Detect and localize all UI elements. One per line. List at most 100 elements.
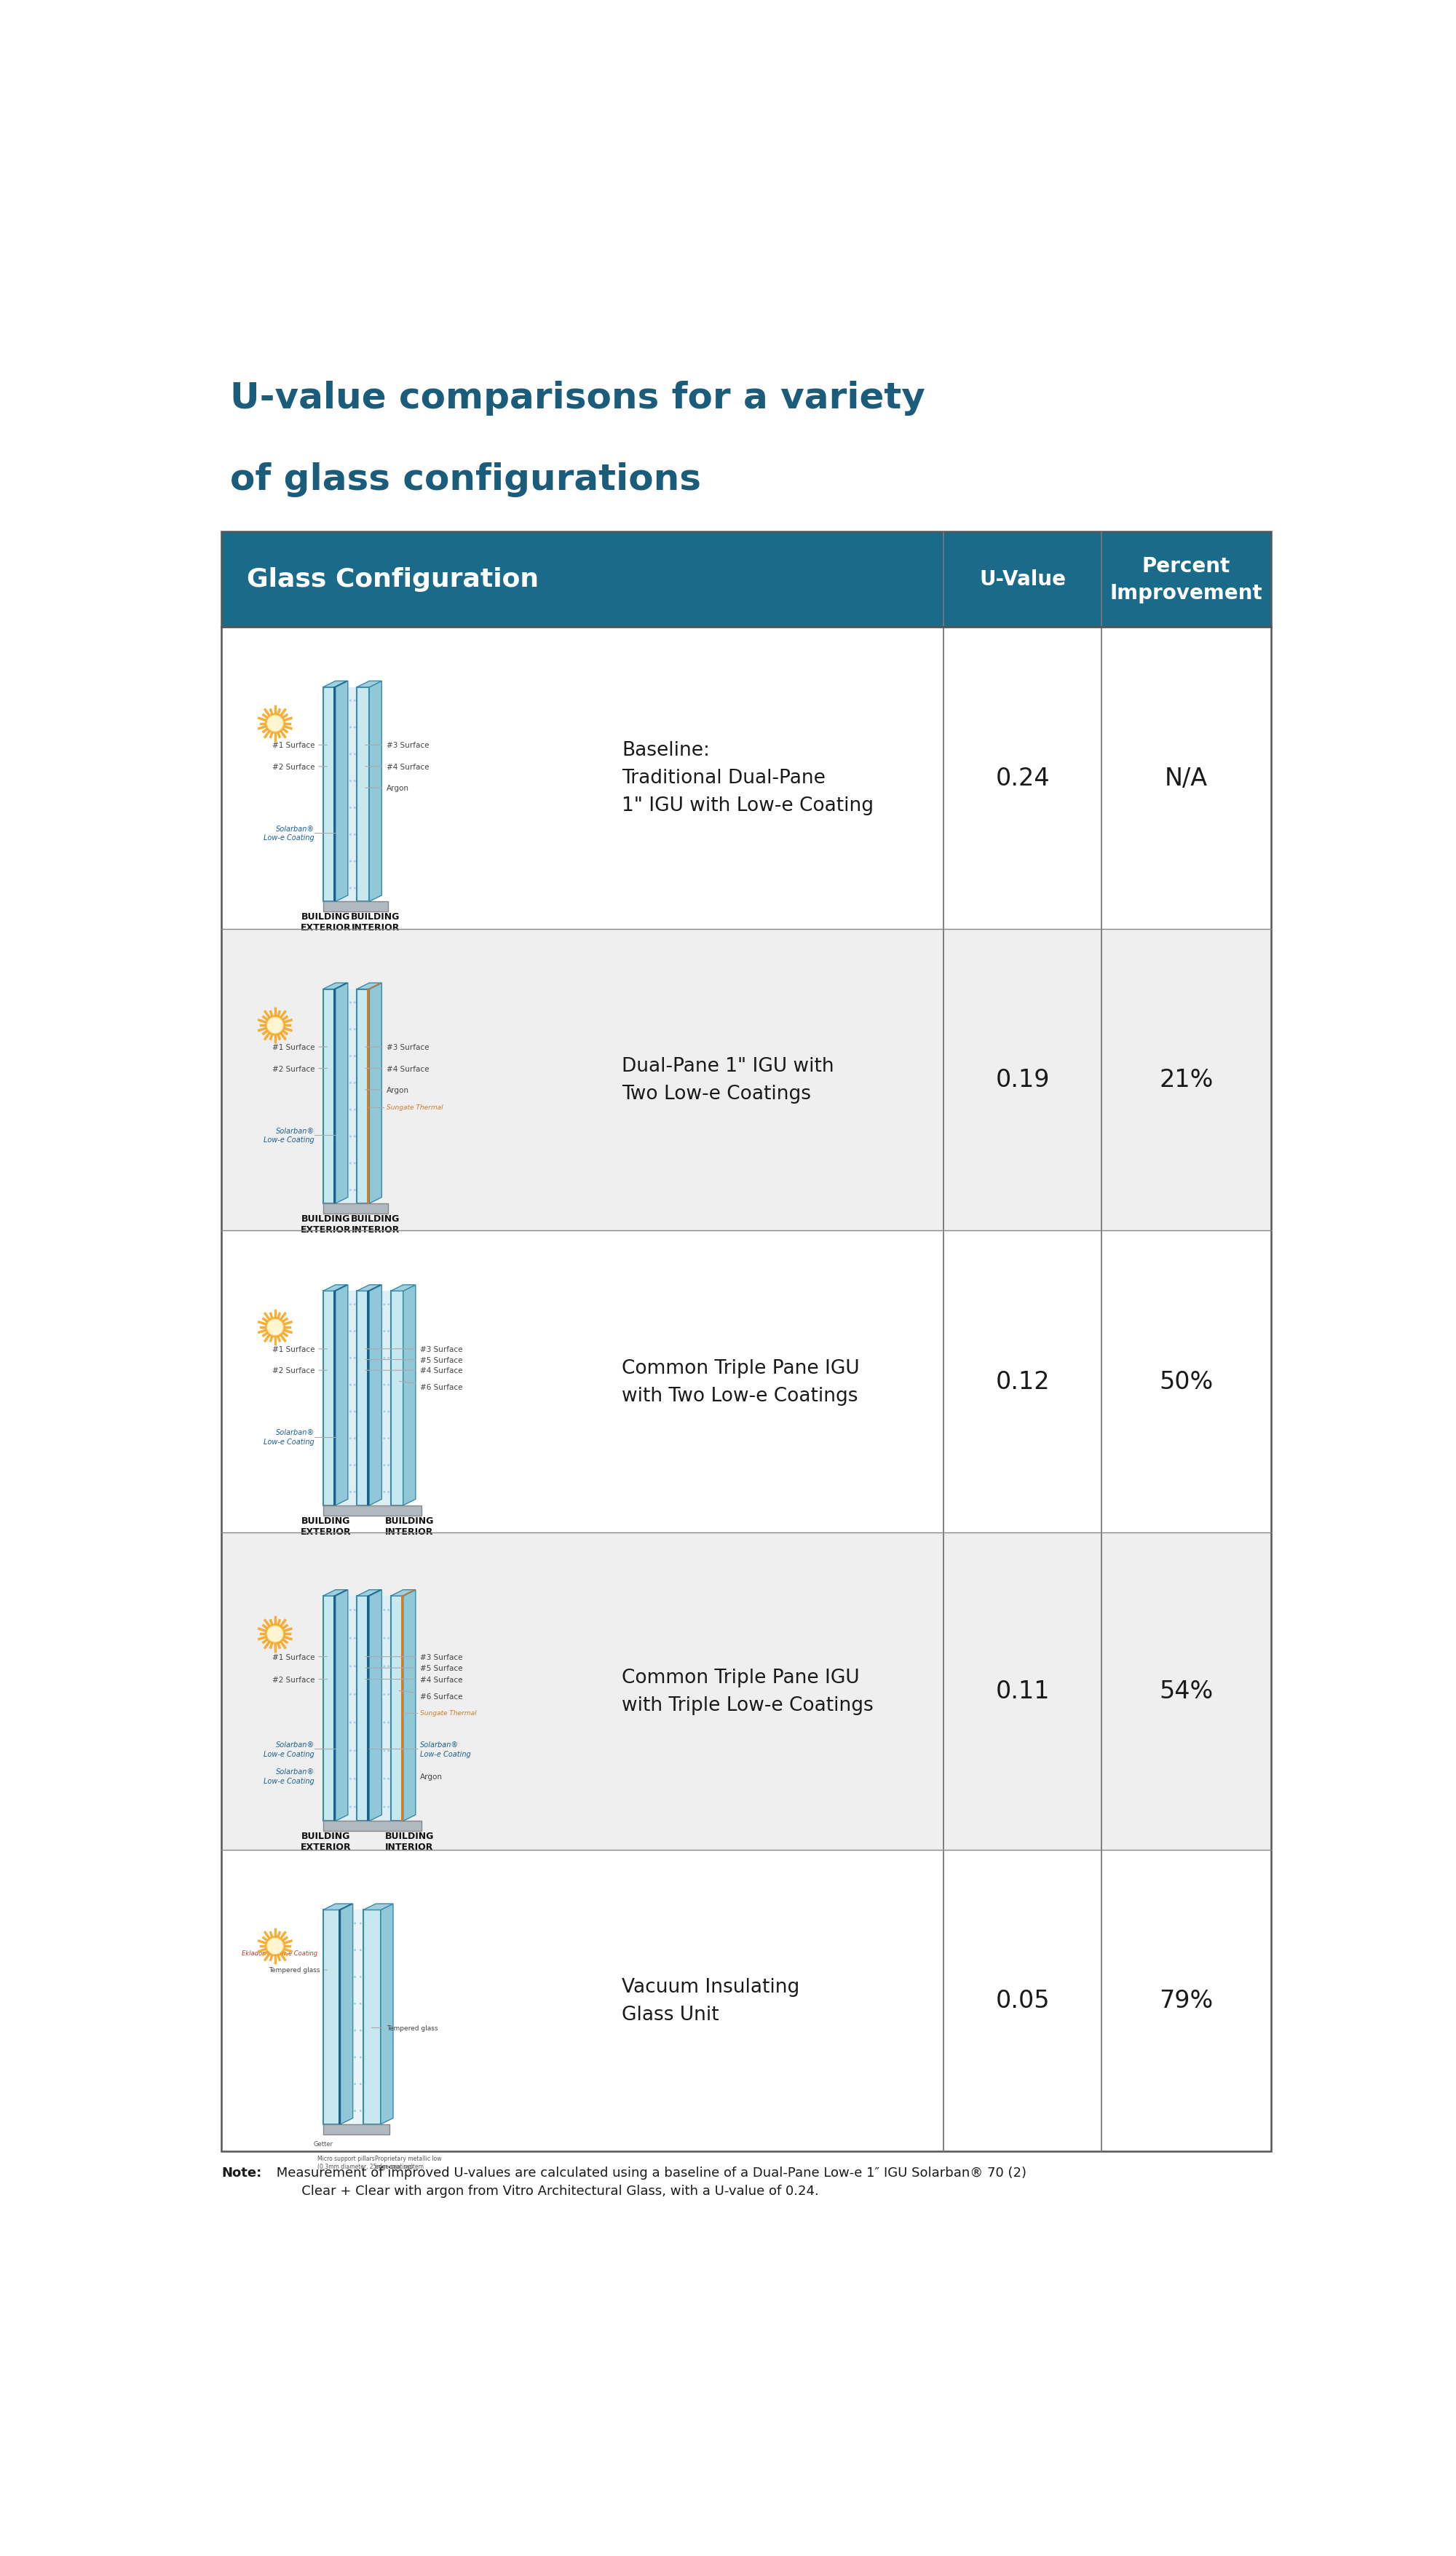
Text: Vacuum Insulating
Glass Unit: Vacuum Insulating Glass Unit [622,1978,799,2024]
Polygon shape [400,1595,403,1822]
Polygon shape [370,682,381,902]
Polygon shape [403,1286,415,1505]
Bar [323,1204,387,1214]
Polygon shape [357,1590,381,1595]
Text: BUILDING
EXTERIOR: BUILDING EXTERIOR [300,912,351,933]
Bar [335,1909,364,2124]
Polygon shape [333,1595,335,1822]
Bar [323,902,387,912]
Text: Glass Configuration: Glass Configuration [248,567,539,593]
Text: 0.24: 0.24 [996,767,1050,790]
Polygon shape [370,1286,381,1505]
Polygon shape [390,1595,403,1822]
Text: BUILDING
INTERIOR: BUILDING INTERIOR [384,1830,434,1851]
Text: #3 Surface: #3 Surface [365,1654,463,1661]
Text: #3 Surface: #3 Surface [365,741,430,749]
Text: Solarban®
Low-e Coating: Solarban® Low-e Coating [264,1127,314,1143]
Text: 21%: 21% [1159,1068,1213,1091]
Bar [221,626,1271,930]
Bar [323,1822,422,1830]
Bar [221,1534,1271,1851]
Text: #2 Surface: #2 Surface [272,1367,328,1375]
Text: BUILDING
EXTERIOR: BUILDING EXTERIOR [300,1830,351,1851]
Text: #4 Surface: #4 Surface [365,1066,430,1074]
Polygon shape [367,989,370,1204]
Polygon shape [323,688,335,902]
Text: N/A: N/A [1165,767,1208,790]
Polygon shape [357,989,370,1204]
Text: #6 Surface: #6 Surface [399,1692,463,1700]
Circle shape [266,1017,284,1033]
Bar [335,688,357,902]
Text: Argon: Argon [365,1086,409,1094]
Polygon shape [357,984,381,989]
Circle shape [265,1015,285,1035]
Polygon shape [323,1904,352,1909]
Bar [335,989,357,1204]
Text: #3 Surface: #3 Surface [365,1344,463,1352]
Text: Micro support pillars
(0.3mm diameter, 25mm spacing): Micro support pillars (0.3mm diameter, 2… [317,2155,414,2170]
Text: Argon: Argon [365,785,409,792]
Bar [335,1595,357,1822]
Polygon shape [357,1595,370,1822]
Polygon shape [333,1590,348,1595]
Polygon shape [338,1909,341,2124]
Text: BUILDING
EXTERIOR: BUILDING EXTERIOR [300,1214,351,1235]
Circle shape [268,1017,282,1033]
Text: Percent
Improvement: Percent Improvement [1109,557,1262,603]
Polygon shape [367,1286,381,1291]
Text: 79%: 79% [1159,1989,1213,2012]
Circle shape [268,1626,282,1641]
Text: BUILDING
INTERIOR: BUILDING INTERIOR [351,912,400,933]
Circle shape [265,713,285,734]
Polygon shape [323,1286,348,1291]
Text: #6 Surface: #6 Surface [399,1383,463,1390]
Text: #2 Surface: #2 Surface [272,764,328,769]
Bar [221,532,1271,2152]
Polygon shape [364,1909,380,2124]
Polygon shape [333,1286,348,1291]
Bar [370,1595,390,1822]
Circle shape [266,1937,284,1955]
Polygon shape [390,1590,415,1595]
Text: Getter: Getter [313,2139,333,2147]
Polygon shape [380,1904,393,2124]
Bar [221,930,1271,1232]
Polygon shape [333,688,335,902]
Text: #2 Surface: #2 Surface [272,1677,328,1682]
Text: #5 Surface: #5 Surface [365,1357,463,1362]
Text: Sungate Thermal: Sungate Thermal [386,1104,443,1112]
Polygon shape [370,984,381,1204]
Text: Solarban®
Low-e Coating: Solarban® Low-e Coating [264,1429,314,1444]
Bar [221,532,1271,626]
Text: Measurement of improved U-values are calculated using a baseline of a Dual-Pane : Measurement of improved U-values are cal… [272,2165,1026,2196]
Polygon shape [333,1291,335,1505]
Polygon shape [403,1590,415,1822]
Text: #2 Surface: #2 Surface [272,1066,328,1074]
Text: BUILDING
INTERIOR: BUILDING INTERIOR [384,1516,434,1536]
Polygon shape [323,1590,348,1595]
Bar [323,2124,389,2134]
Text: #4 Surface: #4 Surface [365,1677,463,1682]
Circle shape [268,1319,282,1334]
Polygon shape [335,682,348,902]
Text: Argon: Argon [421,1771,443,1779]
Polygon shape [357,1291,370,1505]
Polygon shape [335,1590,348,1822]
Polygon shape [370,1590,381,1822]
Text: Sungate Thermal: Sungate Thermal [421,1710,476,1718]
Polygon shape [367,1590,381,1595]
Polygon shape [367,1291,370,1505]
Text: BUILDING
INTERIOR: BUILDING INTERIOR [351,1214,400,1235]
Polygon shape [390,1286,415,1291]
Polygon shape [367,984,381,989]
Text: Proprietary metallic low
edge seal system: Proprietary metallic low edge seal syste… [374,2155,441,2170]
Text: Tempered glass: Tempered glass [269,1966,328,1973]
Polygon shape [323,1595,335,1822]
Circle shape [268,716,282,731]
Text: #1 Surface: #1 Surface [272,1654,328,1661]
Circle shape [265,1319,285,1337]
Text: BUILDING
EXTERIOR: BUILDING EXTERIOR [300,1516,351,1536]
Text: 0.05: 0.05 [996,1989,1050,2012]
Polygon shape [333,989,335,1204]
